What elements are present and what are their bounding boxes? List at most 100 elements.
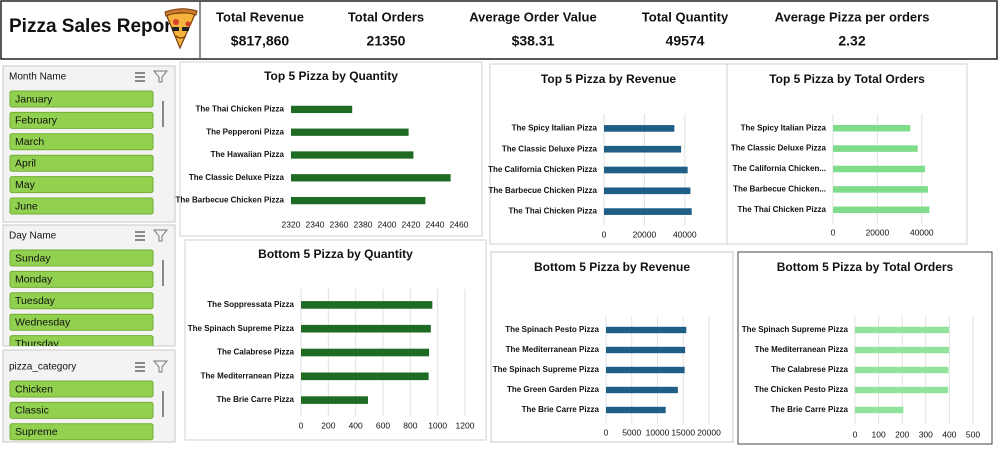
slicer-item-bg (9, 380, 154, 398)
slicer-item-label: June (15, 200, 38, 212)
slicer-clear-filter-icon[interactable] (152, 70, 169, 83)
bar (833, 124, 911, 132)
category-label: The Spicy Italian Pizza (512, 124, 598, 133)
slicer-item[interactable]: Supreme (9, 423, 154, 441)
category-label: The California Chicken Pizza (488, 165, 597, 174)
report-title: Pizza Sales Report (9, 16, 179, 37)
slicer: pizza_category Chicken Classic Supreme (2, 349, 176, 443)
bar (301, 396, 368, 404)
chart-panel (184, 239, 487, 441)
slicer-item-bg (9, 270, 154, 288)
bar (301, 301, 433, 309)
category-label: The Barbecue Chicken Pizza (489, 186, 598, 195)
slicer-item[interactable]: June (9, 197, 154, 215)
slicer-item-label: Chicken (15, 383, 53, 395)
bar (855, 386, 949, 394)
bar (606, 366, 685, 374)
slicer-item-bg (9, 292, 154, 310)
slicer-item[interactable]: Classic (9, 401, 154, 419)
kpi: Total Quantity 49574 (642, 9, 729, 48)
x-tick-label: 100 (872, 429, 886, 439)
x-tick-label: 400 (942, 429, 956, 439)
category-label: The Hawaiian Pizza (211, 150, 285, 159)
slicer-multiselect-icon[interactable] (135, 72, 145, 82)
icon-funnel (152, 360, 169, 373)
category-label: The Soppressata Pizza (207, 300, 294, 309)
category-label: The Brie Carre Pizza (771, 405, 849, 414)
slicer-item[interactable]: May (9, 176, 154, 194)
slicer-item[interactable]: January (9, 90, 154, 108)
slicer-item-bg (9, 111, 154, 129)
slicer-clear-filter-icon[interactable] (152, 360, 169, 373)
bar (855, 366, 949, 374)
slicer-multiselect-icon[interactable] (135, 362, 145, 372)
x-tick-label: 40000 (910, 227, 934, 237)
slicer-item[interactable]: Thursday (9, 335, 154, 352)
x-tick-label: 2400 (378, 219, 397, 229)
bar (291, 196, 426, 205)
category-label: The Spinach Supreme Pizza (742, 325, 849, 334)
category-label: The Chicken Pesto Pizza (754, 385, 848, 394)
bar (301, 324, 431, 333)
slicer-item[interactable]: Monday (9, 270, 154, 288)
slicer-item-label: May (15, 179, 36, 191)
kpi: Total Orders 21350 (348, 9, 424, 48)
kpi: Average Order Value $38.31 (469, 9, 596, 48)
slicer-item[interactable]: Chicken (9, 380, 154, 398)
category-label: The Thai Chicken Pizza (509, 207, 598, 216)
x-tick-label: 5000 (622, 427, 641, 437)
slicer-multiselect-icon[interactable] (135, 231, 145, 241)
kpi-value: $817,860 (231, 33, 290, 49)
kpi-value: 2.32 (838, 33, 865, 49)
category-label: The Spinach Pesto Pizza (505, 325, 599, 334)
bar (291, 151, 414, 159)
chart: Bottom 5 Pizza by Revenue 0 5000 10000 15000… (490, 251, 734, 443)
bar (833, 186, 928, 193)
kpi-value: 49574 (666, 33, 705, 49)
x-tick-label: 500 (966, 429, 980, 439)
chart-panel (179, 61, 483, 237)
category-label: The Thai Chicken Pizza (738, 205, 827, 214)
slicer-items: Chicken Classic Supreme (9, 380, 154, 441)
slicer-item-bg (9, 335, 154, 346)
bar (833, 206, 930, 214)
chart-title: Bottom 5 Pizza by Revenue (534, 260, 690, 274)
x-tick-label: 2420 (402, 219, 421, 229)
slicer-item-label: February (15, 115, 58, 127)
x-tick-label: 2320 (282, 219, 301, 229)
slicer-clear-filter-icon[interactable] (152, 229, 169, 242)
x-tick-label: 0 (604, 427, 609, 437)
bar (604, 166, 688, 174)
slicer-item-label: April (15, 157, 36, 169)
slicer-item-bg (9, 176, 154, 194)
slicer-item-label: March (15, 136, 44, 148)
slicer-item[interactable]: Tuesday (9, 292, 154, 310)
slicer-item-label: Thursday (15, 338, 60, 350)
slicer: Month Name January February March April May Ju… (2, 65, 176, 223)
kpi-row: Total Revenue $817,860 Total Orders 21350 Av… (216, 9, 929, 48)
bar (606, 326, 687, 334)
slicer-item[interactable]: March (9, 133, 154, 151)
slicer-item[interactable]: Wednesday (9, 313, 154, 331)
x-tick-label: 0 (602, 229, 607, 239)
category-label: The Spicy Italian Pizza (741, 123, 827, 132)
category-label: The Calabrese Pizza (217, 348, 294, 357)
bar (606, 386, 678, 394)
chart-title: Bottom 5 Pizza by Total Orders (777, 260, 954, 274)
bar (604, 208, 692, 215)
x-tick-label: 600 (376, 420, 390, 430)
slicer-item[interactable]: February (9, 111, 154, 129)
kpi-label: Total Orders (348, 9, 424, 24)
icon-funnel (152, 70, 169, 83)
slicer-item-label: Monday (15, 274, 53, 286)
slicer-item-bg (9, 313, 154, 331)
kpi-value: 21350 (367, 33, 406, 49)
category-label: The California Chicken... (733, 164, 826, 173)
slicer-item[interactable]: Sunday (9, 249, 154, 267)
slicer-item[interactable]: April (9, 154, 154, 172)
slicer-title: pizza_category (9, 362, 76, 373)
bar (833, 165, 925, 173)
bar (606, 406, 666, 414)
kpi-label: Average Order Value (469, 9, 596, 24)
